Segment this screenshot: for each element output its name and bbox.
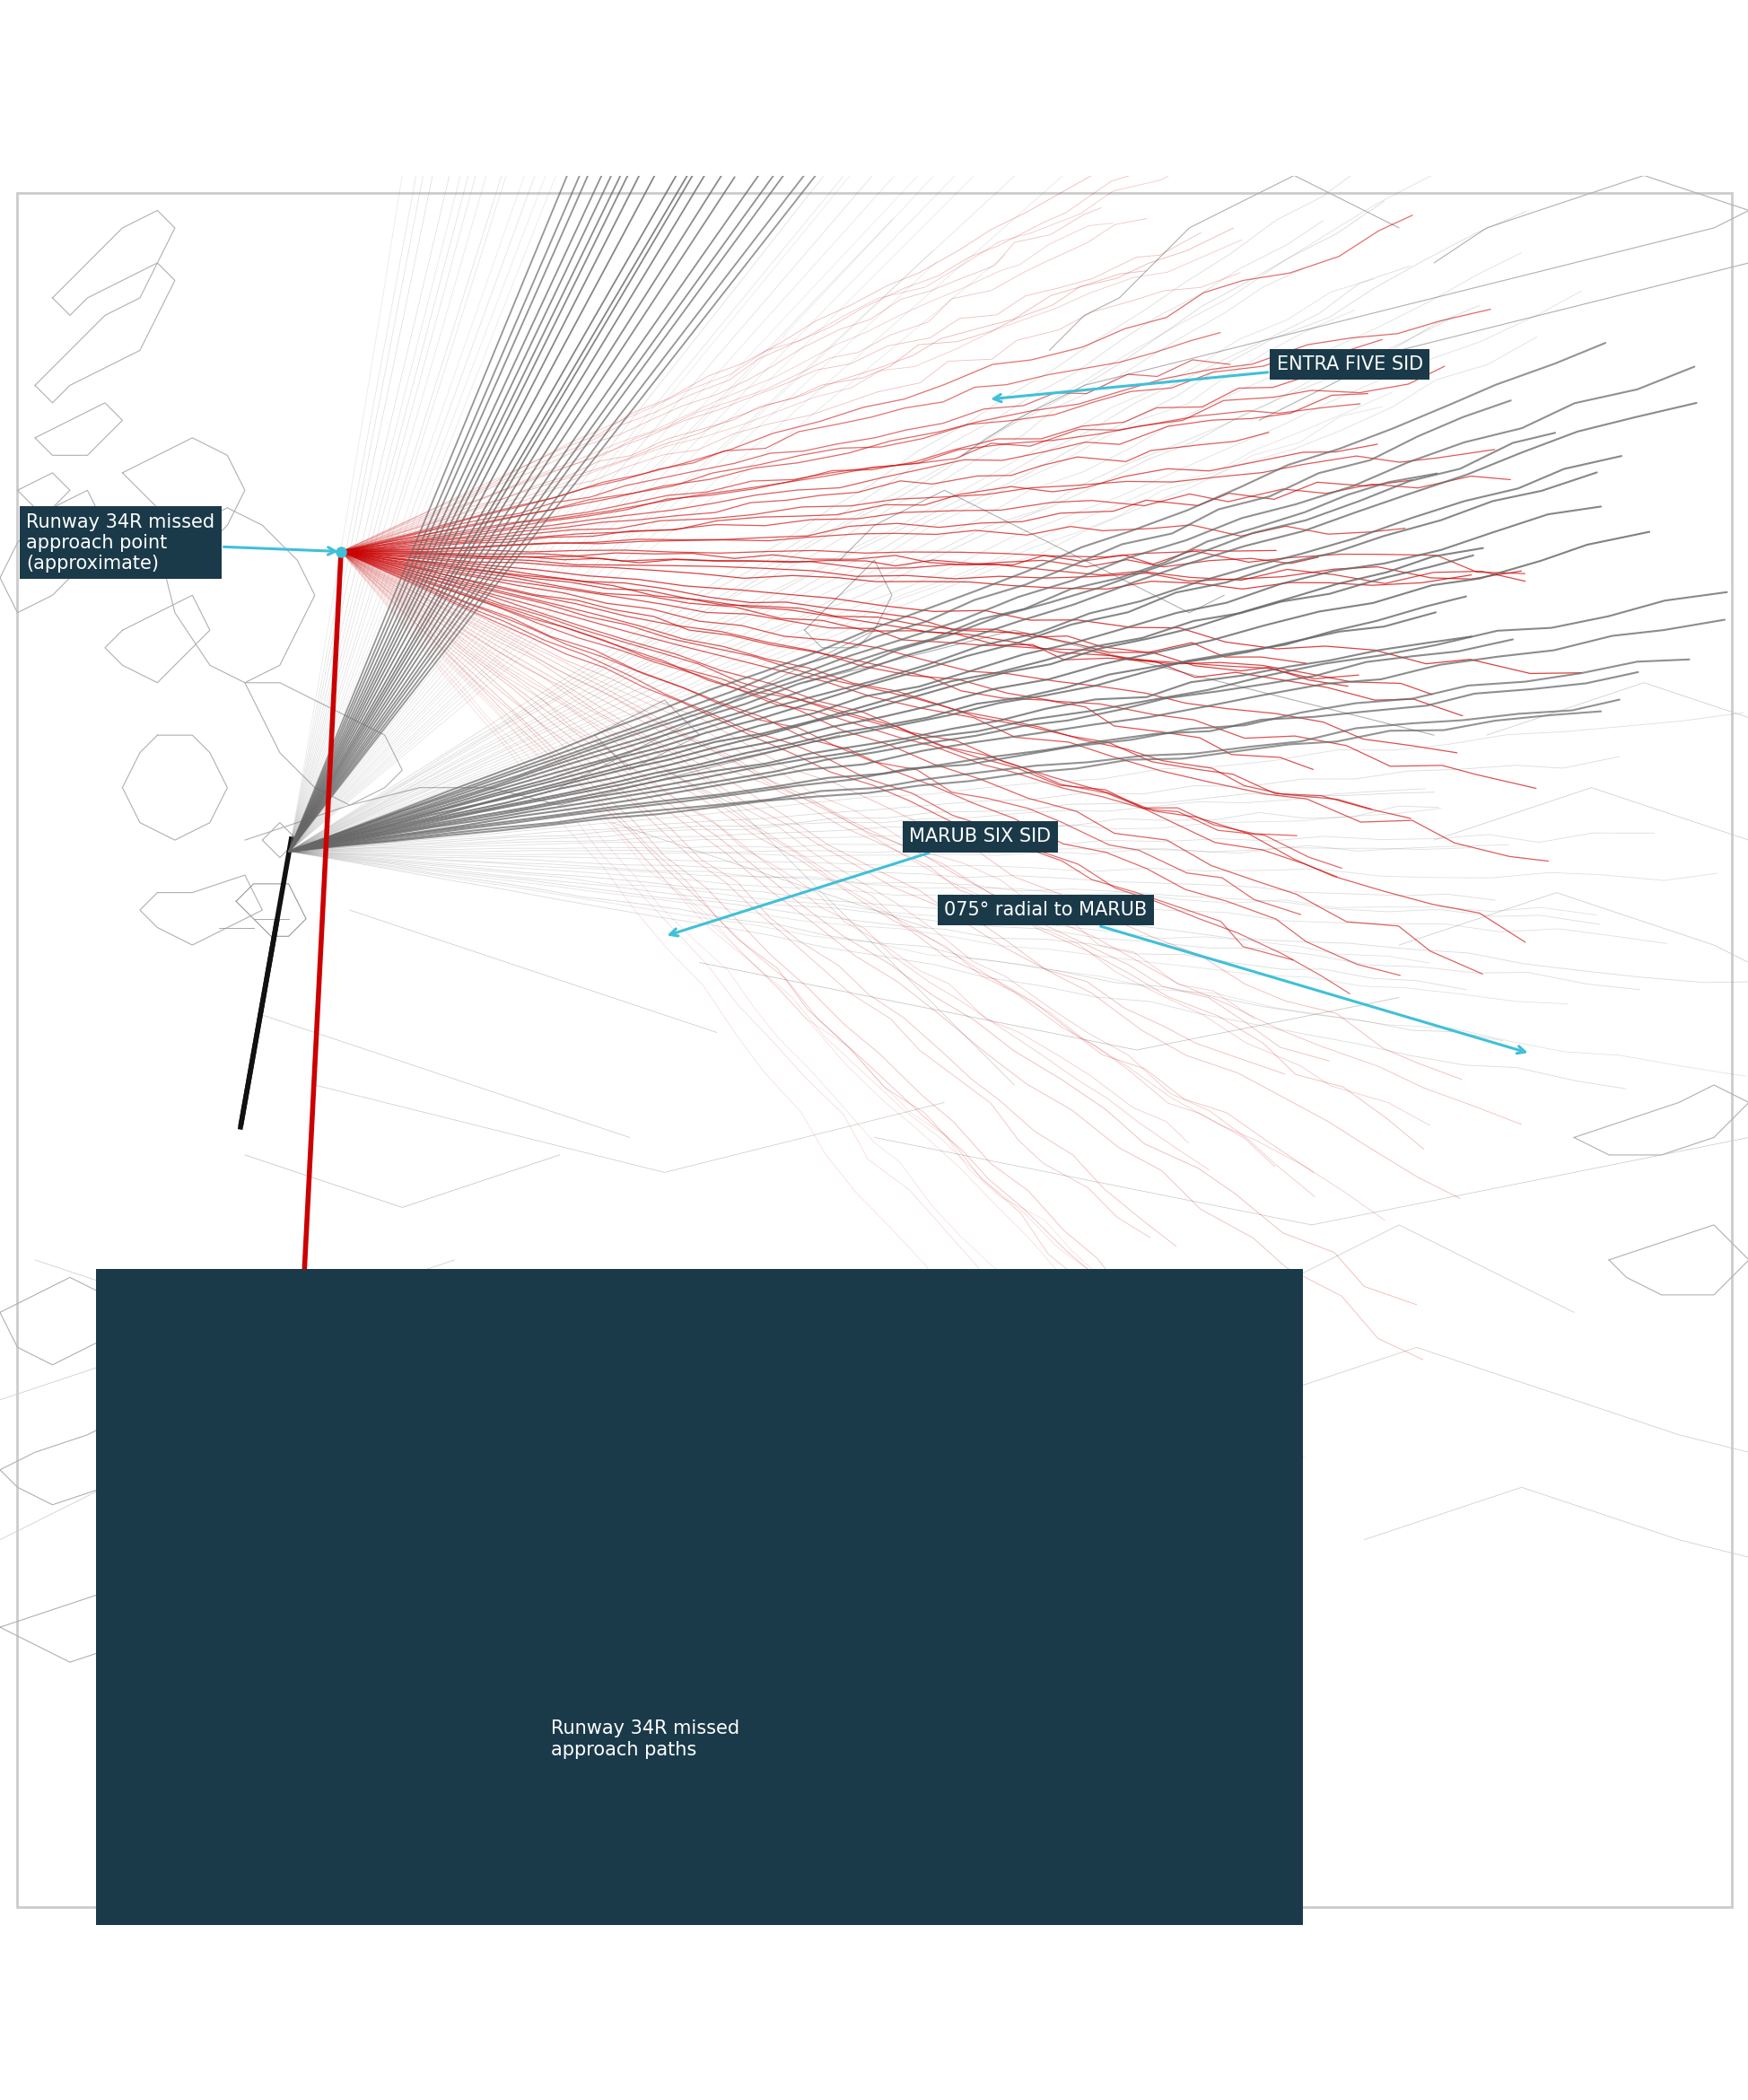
Text: ENTRA FIVE SID: ENTRA FIVE SID xyxy=(993,355,1423,401)
Text: 075° radial to MARUB: 075° radial to MARUB xyxy=(944,901,1524,1054)
Text: Runway 34R missed
approach point
(approximate): Runway 34R missed approach point (approx… xyxy=(26,512,336,573)
Text: MARUB SIX SID: MARUB SIX SID xyxy=(669,827,1051,937)
FancyBboxPatch shape xyxy=(498,1716,533,1762)
Text: Runway 34R missed
approach paths: Runway 34R missed approach paths xyxy=(551,1720,739,1758)
FancyBboxPatch shape xyxy=(96,1268,1302,2100)
